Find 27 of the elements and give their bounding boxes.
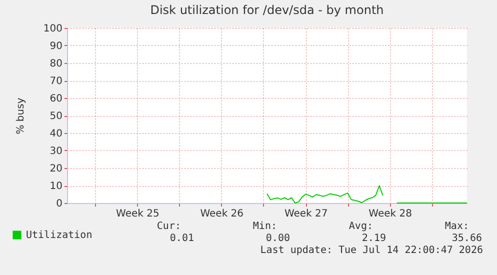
text: Avg: (348, 221, 373, 232)
y-tick-label: 60 (50, 94, 62, 104)
y-tick-label: 90 (50, 41, 62, 52)
y-tick-label: 0 (56, 198, 62, 210)
text: Cur: (156, 221, 181, 232)
text: Last update: Tue Jul 14 22:00:47 2026 (260, 245, 483, 256)
y-tick-label: 20 (50, 164, 62, 174)
y-tick-label: 80 (50, 58, 62, 70)
text: 2.19 (362, 233, 386, 244)
y-tick-label: 70 (50, 76, 62, 87)
text: 0.01 (170, 233, 194, 244)
legend-label: Utilization (26, 230, 92, 241)
x-tick-label: Week 26 (200, 208, 244, 220)
x-tick-label: Week 27 (284, 208, 328, 220)
y-tick-label: 50 (50, 111, 62, 122)
text: Max: (444, 221, 469, 232)
y-axis-title: % busy (15, 98, 26, 134)
y-tick-label: 100 (43, 24, 62, 34)
text: 35.66 (452, 233, 482, 244)
y-tick-label: 10 (50, 181, 62, 192)
y-tick-label: 40 (50, 128, 62, 140)
y-tick-label: 30 (50, 146, 62, 157)
text: 0.00 (266, 233, 290, 244)
chart-title: Disk utilization for /dev/sda - by month (150, 3, 384, 17)
x-tick-label: Week 28 (368, 208, 412, 220)
x-tick-label: Week 25 (116, 208, 160, 220)
text: Min: (252, 221, 277, 232)
